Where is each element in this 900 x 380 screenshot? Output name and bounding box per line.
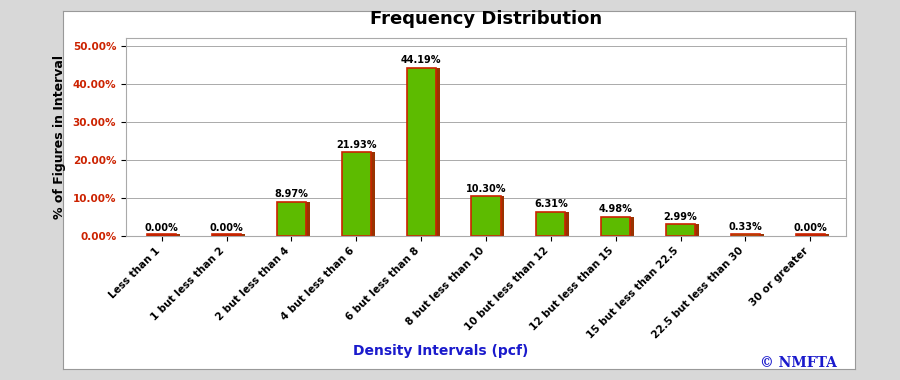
Bar bbox=[410, 68, 439, 236]
Bar bbox=[216, 234, 245, 236]
Text: 44.19%: 44.19% bbox=[400, 55, 441, 65]
Text: 8.97%: 8.97% bbox=[274, 189, 309, 199]
Bar bbox=[670, 224, 699, 236]
Bar bbox=[734, 234, 764, 236]
Text: 6.31%: 6.31% bbox=[534, 200, 568, 209]
Bar bbox=[472, 196, 500, 236]
Bar bbox=[731, 234, 760, 236]
Bar bbox=[536, 212, 565, 236]
Text: 0.00%: 0.00% bbox=[210, 223, 243, 233]
Text: 0.00%: 0.00% bbox=[794, 223, 827, 233]
Bar bbox=[475, 196, 505, 236]
Bar bbox=[151, 234, 180, 236]
Bar bbox=[147, 234, 176, 236]
Bar bbox=[796, 234, 825, 236]
Bar bbox=[407, 68, 436, 236]
Bar bbox=[799, 234, 829, 236]
Title: Frequency Distribution: Frequency Distribution bbox=[370, 10, 602, 28]
Text: 10.30%: 10.30% bbox=[466, 184, 506, 194]
Bar bbox=[346, 152, 374, 236]
Bar bbox=[342, 152, 371, 236]
Text: 21.93%: 21.93% bbox=[336, 140, 376, 150]
Bar bbox=[281, 201, 310, 236]
Text: 0.00%: 0.00% bbox=[145, 223, 178, 233]
Bar bbox=[277, 201, 306, 236]
Bar bbox=[605, 217, 634, 236]
Bar bbox=[540, 212, 570, 236]
Text: © NMFTA: © NMFTA bbox=[760, 356, 837, 370]
Y-axis label: % of Figures in Interval: % of Figures in Interval bbox=[53, 55, 66, 219]
Bar bbox=[666, 224, 695, 236]
Text: Density Intervals (pcf): Density Intervals (pcf) bbox=[354, 345, 528, 358]
Text: 2.99%: 2.99% bbox=[663, 212, 698, 222]
Bar bbox=[601, 217, 630, 236]
Bar bbox=[212, 234, 241, 236]
Text: 4.98%: 4.98% bbox=[598, 204, 633, 214]
Text: 0.33%: 0.33% bbox=[729, 222, 762, 232]
